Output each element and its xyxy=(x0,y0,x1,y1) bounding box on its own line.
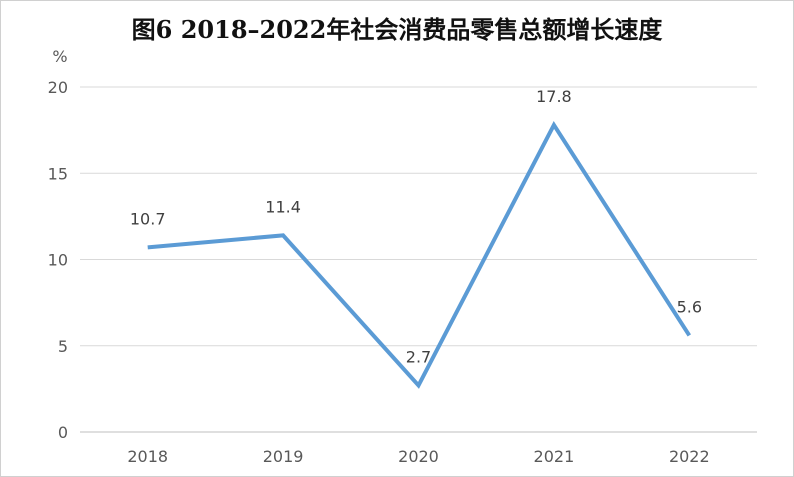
x-tick-label: 2018 xyxy=(127,447,168,466)
data-label: 11.4 xyxy=(265,197,301,216)
series-line xyxy=(147,120,691,389)
chart-title: 图6 2018–2022年社会消费品零售总额增长速度 xyxy=(131,15,663,44)
gridlines xyxy=(80,86,757,433)
y-tick-label: 20 xyxy=(48,78,68,97)
x-tick-label: 2019 xyxy=(263,447,304,466)
data-label: 17.8 xyxy=(536,87,572,106)
x-tick-label: 2020 xyxy=(398,447,439,466)
data-label: 10.7 xyxy=(130,209,166,228)
x-tick-label: 2021 xyxy=(534,447,575,466)
y-tick-label: 15 xyxy=(48,164,68,183)
data-label: 5.6 xyxy=(677,297,702,316)
x-tick-label: 2022 xyxy=(669,447,710,466)
y-axis-unit-label: % xyxy=(52,47,67,66)
y-tick-label: 5 xyxy=(58,337,68,356)
y-tick-label: 0 xyxy=(58,423,68,442)
tick-labels: 0 5 10 15 20 2018 2019 2020 2021 2022 xyxy=(48,78,710,466)
y-tick-label: 10 xyxy=(48,251,68,270)
series xyxy=(147,120,691,389)
data-label: 2.7 xyxy=(406,347,431,366)
data-labels: 10.7 11.4 2.7 17.8 5.6 xyxy=(130,87,702,366)
